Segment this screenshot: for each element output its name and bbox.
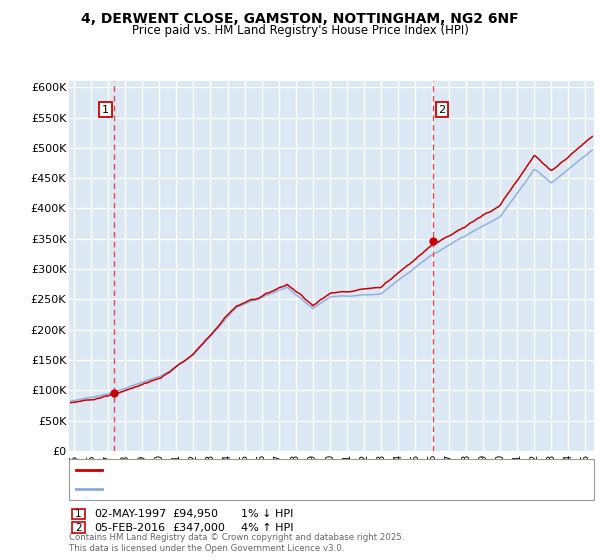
Text: £347,000: £347,000	[172, 522, 225, 533]
Text: 05-FEB-2016: 05-FEB-2016	[94, 522, 166, 533]
Text: 4, DERWENT CLOSE, GAMSTON, NOTTINGHAM, NG2 6NF (detached house): 4, DERWENT CLOSE, GAMSTON, NOTTINGHAM, N…	[107, 465, 494, 475]
Text: Price paid vs. HM Land Registry's House Price Index (HPI): Price paid vs. HM Land Registry's House …	[131, 24, 469, 36]
Text: 4% ↑ HPI: 4% ↑ HPI	[241, 522, 294, 533]
Text: HPI: Average price, detached house, Rushcliffe: HPI: Average price, detached house, Rush…	[107, 484, 350, 494]
Text: 1: 1	[102, 105, 109, 115]
Text: 1% ↓ HPI: 1% ↓ HPI	[241, 509, 293, 519]
Text: 02-MAY-1997: 02-MAY-1997	[94, 509, 166, 519]
Text: 4, DERWENT CLOSE, GAMSTON, NOTTINGHAM, NG2 6NF: 4, DERWENT CLOSE, GAMSTON, NOTTINGHAM, N…	[81, 12, 519, 26]
Text: Contains HM Land Registry data © Crown copyright and database right 2025.
This d: Contains HM Land Registry data © Crown c…	[69, 533, 404, 553]
Text: 1: 1	[75, 509, 82, 519]
Text: 2: 2	[75, 522, 82, 533]
Text: 2: 2	[439, 105, 446, 115]
Text: £94,950: £94,950	[172, 509, 218, 519]
